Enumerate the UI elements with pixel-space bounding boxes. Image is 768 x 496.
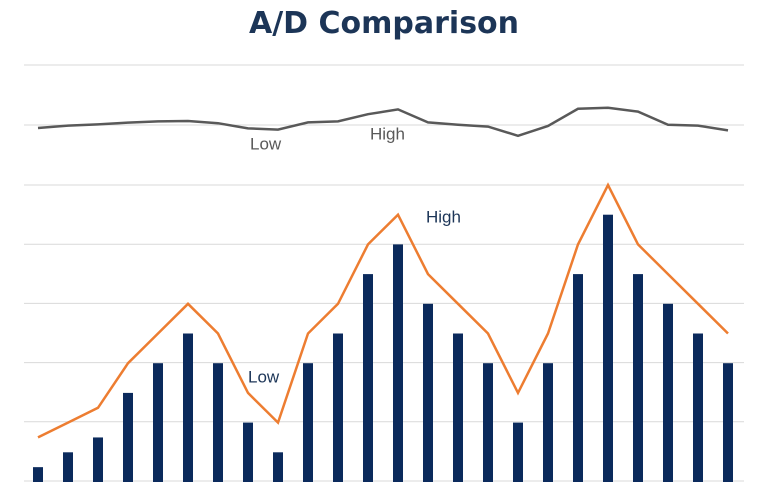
- bar-8: [243, 422, 253, 482]
- bar-19: [573, 274, 583, 482]
- bar-4: [123, 392, 133, 482]
- bar-3: [93, 437, 103, 482]
- bar-17: [513, 422, 523, 482]
- bar-9: [273, 452, 283, 482]
- bar-5: [153, 363, 163, 482]
- bar-14: [423, 303, 433, 482]
- top-panel-grid: [24, 64, 744, 126]
- bottom-low-annotation: Low: [248, 368, 280, 387]
- bar-7: [213, 363, 223, 482]
- bar-11: [333, 333, 343, 482]
- bottom-high-annotation: High: [426, 208, 461, 227]
- bar-18: [543, 363, 553, 482]
- bar-series: [33, 214, 733, 482]
- top-panel-line: [37, 106, 729, 138]
- bar-6: [183, 333, 193, 482]
- bar-21: [633, 274, 643, 482]
- bar-22: [663, 303, 673, 482]
- top-low-annotation: Low: [250, 135, 282, 154]
- bar-16: [483, 363, 493, 482]
- bar-20: [603, 214, 613, 482]
- bar-10: [303, 363, 313, 482]
- bar-23: [693, 333, 703, 482]
- chart-title: A/D Comparison: [248, 6, 520, 41]
- bar-12: [363, 274, 373, 482]
- bar-24: [723, 363, 733, 482]
- bar-15: [453, 333, 463, 482]
- bottom-panel-grid: [24, 184, 744, 482]
- bar-13: [393, 244, 403, 482]
- ad-line-series: [37, 182, 729, 439]
- bar-1: [33, 467, 43, 482]
- bar-2: [63, 452, 73, 482]
- top-high-annotation: High: [370, 124, 405, 143]
